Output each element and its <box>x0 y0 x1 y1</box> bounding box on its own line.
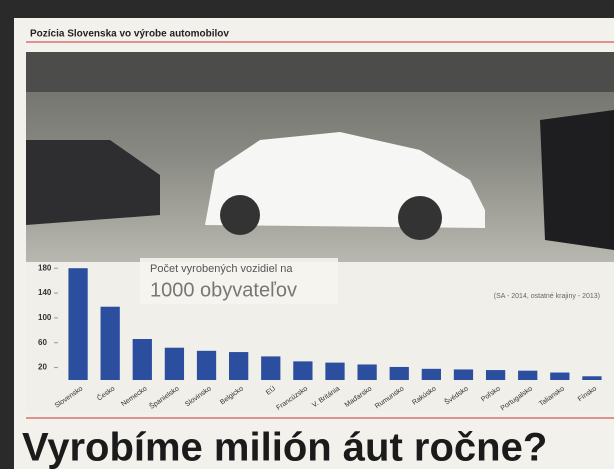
annotation-box <box>140 258 338 304</box>
bar <box>229 352 249 380</box>
header: Pozícia Slovenska vo výrobe automobilov <box>30 29 229 40</box>
header-band <box>26 23 614 43</box>
annotation: 1000 obyvateľov <box>150 279 297 301</box>
annotation: Počet vyrobených vozidiel na <box>150 263 293 275</box>
source: (SA - 2014, ostatné krajiny - 2013) <box>494 293 600 300</box>
photo-wheel <box>220 195 260 235</box>
bar <box>164 347 185 380</box>
photo-wheel <box>398 196 442 240</box>
photo-ceiling <box>26 52 614 92</box>
bar <box>261 356 281 380</box>
bar <box>421 368 441 380</box>
bar <box>389 366 409 380</box>
y-tick-label: 20 <box>38 363 47 372</box>
bar <box>100 306 120 380</box>
headline: Vyrobíme milión áut ročne? <box>22 426 547 469</box>
bar <box>582 376 602 380</box>
y-tick-label: 180 <box>38 263 52 272</box>
y-tick-label: 140 <box>38 288 52 297</box>
y-tick-label: 60 <box>38 338 47 347</box>
photo-car <box>26 140 160 225</box>
bar <box>325 362 345 380</box>
bar <box>293 361 313 380</box>
bar <box>357 364 377 380</box>
bar <box>68 268 88 380</box>
bar <box>485 370 506 380</box>
bar <box>518 370 538 380</box>
photo-car <box>540 110 614 250</box>
bar <box>453 369 474 380</box>
bar <box>550 372 570 380</box>
bar <box>132 339 152 380</box>
bar <box>196 350 217 380</box>
y-tick-label: 100 <box>38 313 52 322</box>
